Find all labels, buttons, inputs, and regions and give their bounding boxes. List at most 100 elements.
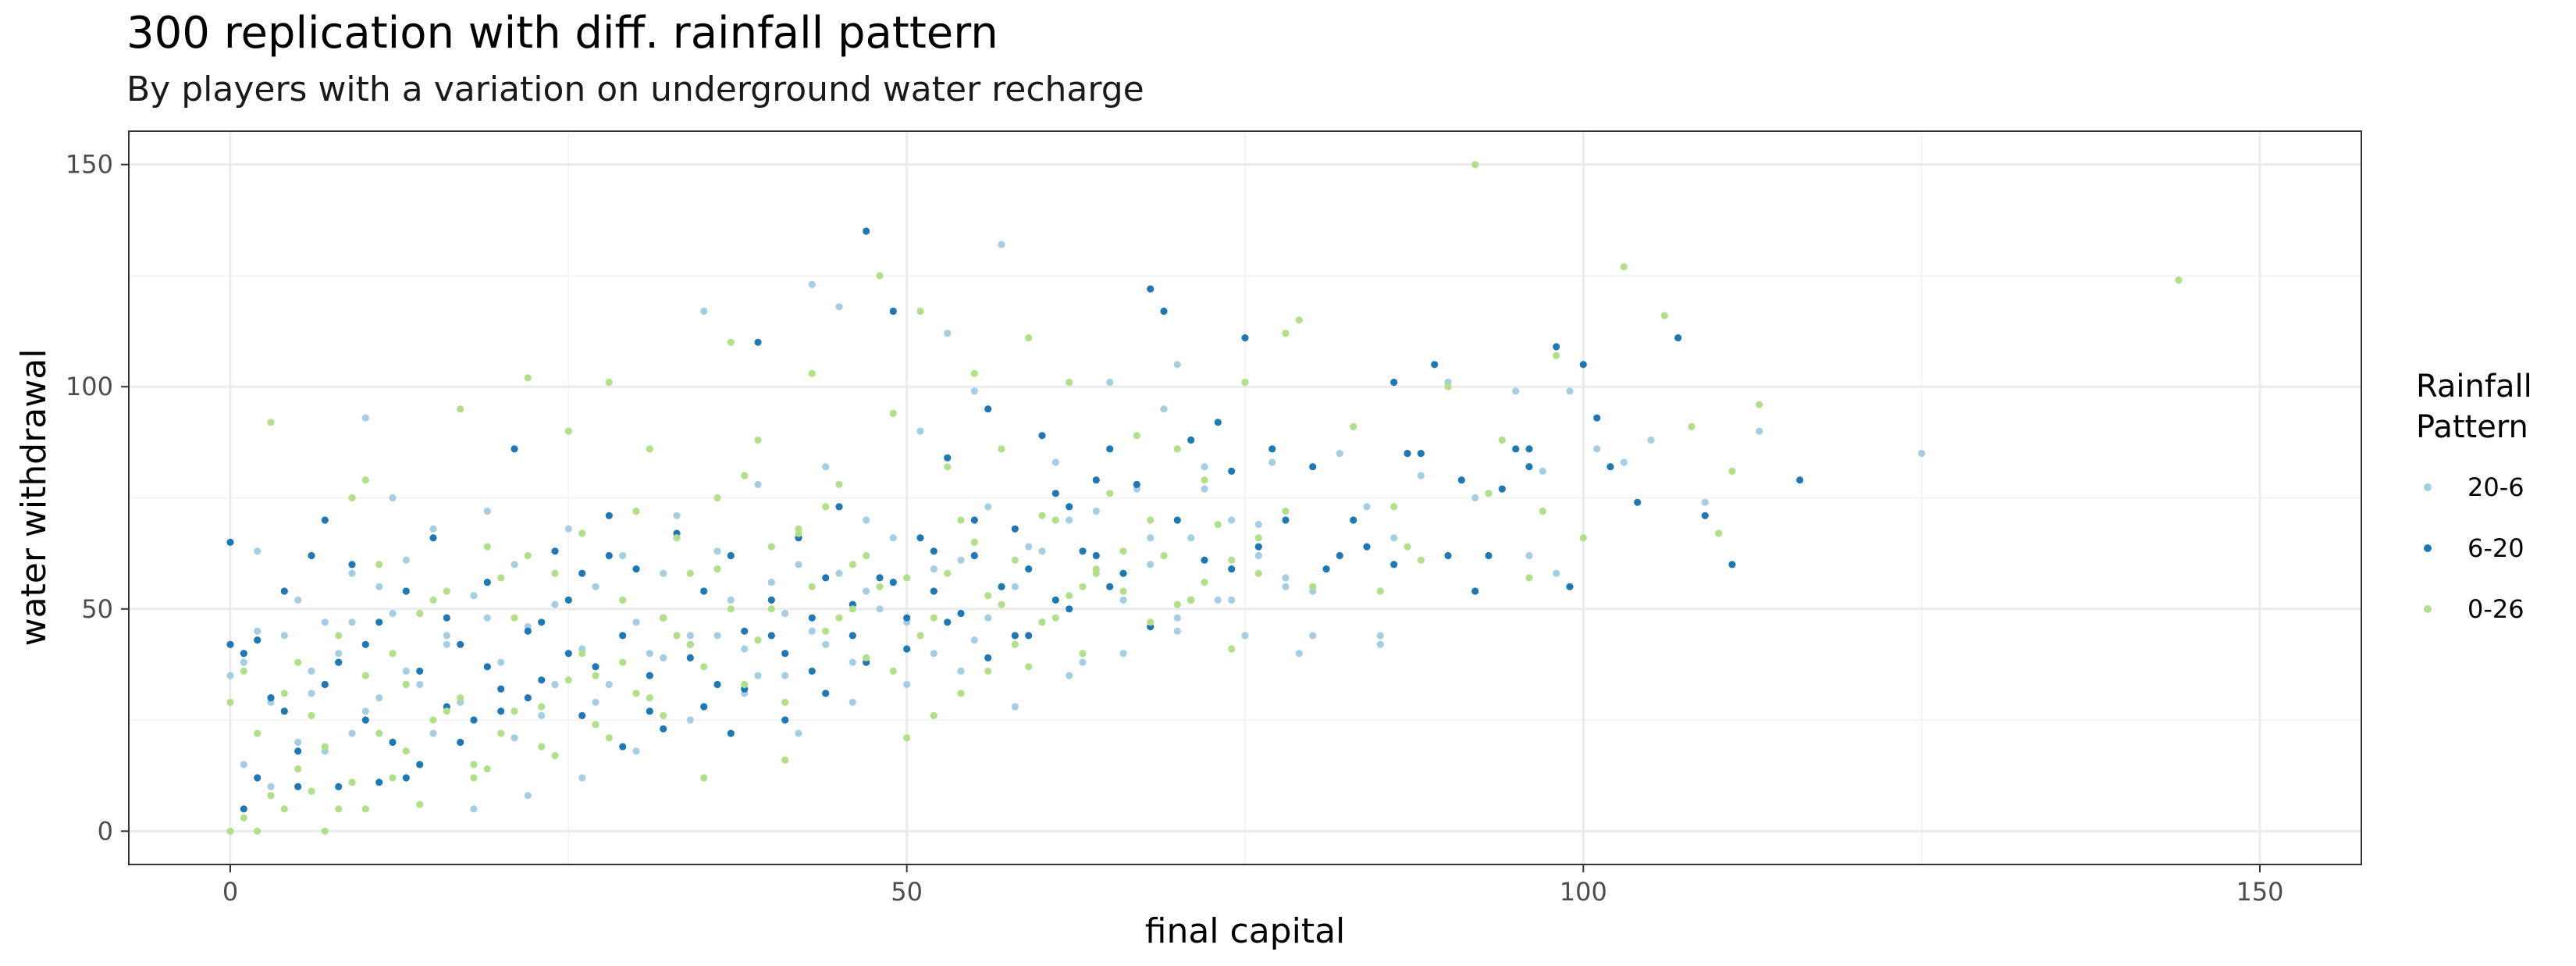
data-point bbox=[1066, 503, 1073, 511]
data-point bbox=[1119, 547, 1127, 555]
data-point bbox=[1228, 596, 1236, 604]
data-point bbox=[375, 561, 383, 569]
data-point bbox=[822, 574, 830, 582]
data-point bbox=[1471, 587, 1479, 595]
data-point bbox=[538, 743, 546, 750]
data-point bbox=[1282, 516, 1290, 524]
data-point bbox=[524, 694, 532, 702]
y-tick-label: 50 bbox=[81, 594, 113, 624]
data-point bbox=[1254, 534, 1262, 542]
data-point bbox=[321, 827, 329, 835]
data-point bbox=[970, 538, 978, 547]
data-point bbox=[1038, 618, 1046, 626]
data-point bbox=[767, 596, 775, 604]
data-point bbox=[402, 667, 410, 675]
data-point bbox=[863, 587, 870, 595]
data-point bbox=[1404, 450, 1411, 458]
data-point bbox=[551, 752, 559, 760]
data-point bbox=[226, 538, 234, 547]
data-point bbox=[903, 614, 911, 622]
data-point bbox=[889, 667, 897, 675]
data-point bbox=[483, 614, 491, 622]
data-point bbox=[1390, 561, 1398, 569]
data-point bbox=[511, 614, 518, 622]
data-point bbox=[767, 605, 775, 613]
series-20-6 bbox=[226, 241, 1926, 813]
data-point bbox=[592, 663, 600, 671]
data-point bbox=[578, 569, 586, 577]
data-point bbox=[876, 574, 884, 582]
data-point bbox=[727, 338, 735, 346]
data-point bbox=[308, 690, 315, 697]
data-point bbox=[578, 711, 586, 720]
data-point bbox=[1254, 521, 1262, 529]
data-point bbox=[375, 694, 383, 702]
data-point bbox=[497, 685, 505, 693]
data-point bbox=[280, 805, 288, 813]
data-point bbox=[903, 645, 911, 653]
data-point bbox=[1525, 463, 1533, 471]
data-point bbox=[267, 792, 275, 800]
data-point bbox=[294, 782, 302, 791]
data-point bbox=[944, 618, 952, 626]
data-point bbox=[1214, 419, 1222, 426]
data-point bbox=[254, 636, 262, 644]
data-point bbox=[267, 419, 275, 426]
data-point bbox=[1201, 463, 1208, 471]
data-point bbox=[646, 650, 653, 658]
data-point bbox=[1187, 596, 1195, 604]
data-point bbox=[835, 303, 843, 311]
data-point bbox=[592, 672, 600, 679]
data-point bbox=[361, 708, 369, 715]
data-point bbox=[1282, 574, 1290, 582]
data-point bbox=[402, 556, 410, 564]
data-point bbox=[348, 729, 356, 737]
data-point bbox=[402, 747, 410, 755]
data-point bbox=[361, 414, 369, 422]
data-point bbox=[1539, 508, 1546, 515]
data-point bbox=[483, 508, 491, 515]
data-point bbox=[1566, 387, 1574, 395]
data-point bbox=[1092, 551, 1100, 560]
data-point bbox=[538, 711, 546, 720]
data-point bbox=[1051, 596, 1059, 604]
data-point bbox=[795, 561, 802, 569]
data-point bbox=[429, 525, 437, 533]
data-point bbox=[835, 569, 843, 577]
data-point bbox=[578, 774, 586, 782]
data-point bbox=[849, 698, 856, 706]
data-point bbox=[863, 551, 870, 560]
data-point bbox=[1025, 663, 1033, 671]
data-point bbox=[1471, 161, 1479, 169]
data-point bbox=[1728, 467, 1736, 476]
data-point bbox=[686, 569, 694, 577]
data-point bbox=[1106, 583, 1114, 590]
data-point bbox=[538, 618, 546, 626]
data-point bbox=[416, 609, 424, 618]
legend-title: Pattern bbox=[2416, 409, 2528, 445]
data-point bbox=[1444, 551, 1452, 560]
data-point bbox=[348, 618, 356, 626]
data-point bbox=[863, 516, 870, 524]
data-point bbox=[254, 547, 262, 555]
data-point bbox=[1254, 543, 1262, 551]
data-point bbox=[1066, 592, 1073, 600]
data-point bbox=[280, 690, 288, 697]
data-point bbox=[863, 654, 870, 662]
data-point bbox=[1173, 614, 1181, 622]
data-point bbox=[361, 672, 369, 679]
data-point bbox=[457, 405, 464, 413]
data-point bbox=[1918, 450, 1926, 458]
data-point bbox=[713, 547, 721, 555]
data-point bbox=[551, 601, 559, 608]
data-point bbox=[1268, 458, 1276, 466]
data-point bbox=[632, 565, 640, 573]
data-point bbox=[308, 711, 315, 720]
data-point bbox=[1025, 334, 1033, 342]
data-point bbox=[240, 805, 247, 813]
data-point bbox=[1444, 383, 1452, 390]
data-point bbox=[564, 427, 572, 435]
data-point bbox=[1498, 485, 1506, 493]
legend-label: 0-26 bbox=[2467, 594, 2524, 624]
data-point bbox=[1295, 316, 1303, 324]
